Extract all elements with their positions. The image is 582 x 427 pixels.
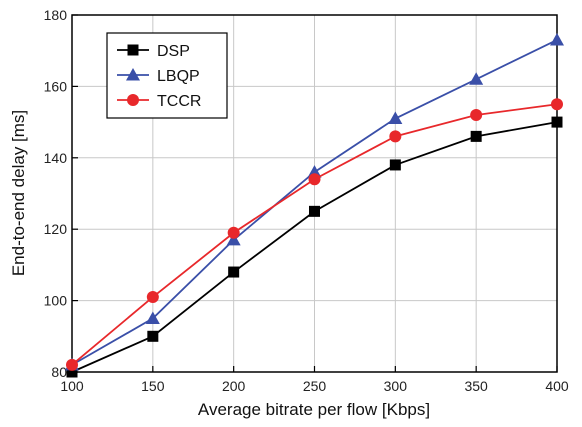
data-point-dsp [309, 205, 320, 217]
x-tick-label: 300 [384, 378, 408, 394]
legend-label-lbqp: LBQP [157, 68, 200, 85]
data-point-tccr [389, 130, 402, 143]
data-point-tccr [227, 226, 240, 239]
legend-marker-dsp [127, 44, 139, 56]
series-tccr [66, 98, 563, 371]
data-point-dsp [66, 366, 78, 378]
data-point-lbqp [226, 232, 241, 246]
legend-label-tccr: TCCR [157, 93, 201, 110]
legend: DSP LBQP TCCR [106, 32, 228, 119]
data-point-dsp [470, 130, 482, 142]
data-point-dsp [147, 330, 159, 342]
y-tick-label: 160 [44, 78, 68, 94]
legend-item-tccr: TCCR [117, 93, 201, 110]
legend-label-dsp: DSP [157, 43, 190, 60]
series-layer [65, 32, 564, 378]
data-point-lbqp [469, 72, 484, 85]
data-point-tccr [146, 291, 159, 304]
y-tick-label: 120 [44, 221, 68, 237]
y-tick-label: 100 [44, 293, 68, 309]
legend-item-lbqp: LBQP [117, 68, 200, 85]
legend-marker-tccr [127, 94, 139, 106]
data-point-dsp [551, 116, 563, 128]
y-axis-title: End-to-end delay [ms] [9, 110, 28, 276]
data-point-tccr [66, 358, 78, 371]
x-tick-label: 250 [303, 378, 327, 394]
x-tick-label: 150 [141, 378, 165, 394]
data-point-tccr [470, 108, 483, 121]
legend-marker-lbqp [126, 68, 140, 81]
data-point-dsp [389, 159, 401, 171]
data-point-tccr [308, 173, 321, 186]
x-tick-label: 400 [545, 378, 569, 394]
y-tick-label: 80 [51, 364, 67, 380]
x-tick-label: 350 [464, 378, 488, 394]
data-point-lbqp [388, 111, 403, 125]
y-tick-label: 140 [44, 150, 68, 166]
data-point-lbqp [550, 32, 564, 46]
y-tick-label: 180 [44, 7, 68, 23]
x-axis-title: Average bitrate per flow [Kbps] [198, 400, 430, 419]
data-point-tccr [551, 98, 563, 111]
x-tick-label: 100 [60, 378, 84, 394]
series-dsp [66, 116, 563, 378]
data-point-lbqp [145, 311, 160, 324]
x-tick-label: 200 [222, 378, 246, 394]
legend-item-dsp: DSP [117, 43, 190, 60]
data-point-dsp [228, 266, 240, 278]
